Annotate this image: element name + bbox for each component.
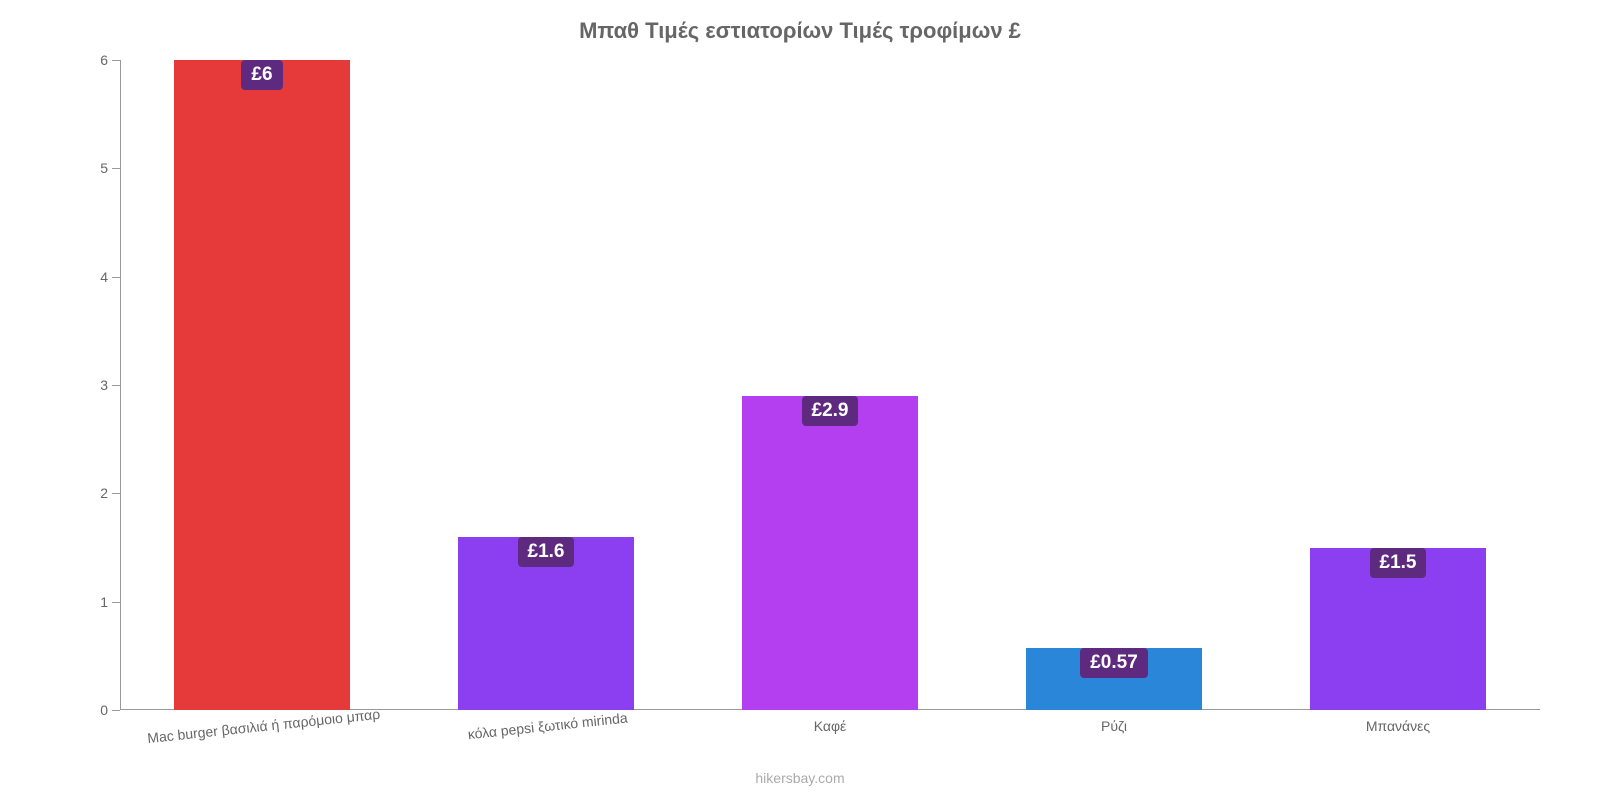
bar-value-wrap: £6 <box>174 60 350 90</box>
y-axis <box>120 60 121 710</box>
y-tick-label: 4 <box>100 269 120 285</box>
bar-value-label: £1.6 <box>518 537 575 567</box>
x-tick-label: Καφέ <box>814 710 847 734</box>
bar-value-label: £6 <box>241 60 282 90</box>
plot-area: 0123456£6Mac burger βασιλιά ή παρόμοιο μ… <box>120 60 1540 710</box>
x-tick-label: Ρύζι <box>1101 710 1127 734</box>
bar <box>174 60 350 710</box>
chart-title: Μπαθ Τιμές εστιατορίων Τιμές τροφίμων £ <box>0 0 1600 44</box>
chart-container: Μπαθ Τιμές εστιατορίων Τιμές τροφίμων £ … <box>0 0 1600 800</box>
bar-value-wrap: £1.6 <box>458 537 634 567</box>
y-tick-label: 6 <box>100 52 120 68</box>
bar-value-label: £2.9 <box>802 396 859 426</box>
attribution: hikersbay.com <box>755 770 844 786</box>
y-tick-label: 2 <box>100 485 120 501</box>
y-tick-label: 3 <box>100 377 120 393</box>
bar-value-label: £0.57 <box>1080 648 1148 678</box>
x-tick-label: Μπανάνες <box>1366 710 1430 734</box>
y-tick-label: 5 <box>100 160 120 176</box>
bar-value-wrap: £2.9 <box>742 396 918 426</box>
y-tick-label: 1 <box>100 594 120 610</box>
bar-value-label: £1.5 <box>1370 548 1427 578</box>
bar <box>742 396 918 710</box>
bar-value-wrap: £0.57 <box>1026 648 1202 678</box>
bar-value-wrap: £1.5 <box>1310 548 1486 578</box>
y-tick-label: 0 <box>100 702 120 718</box>
